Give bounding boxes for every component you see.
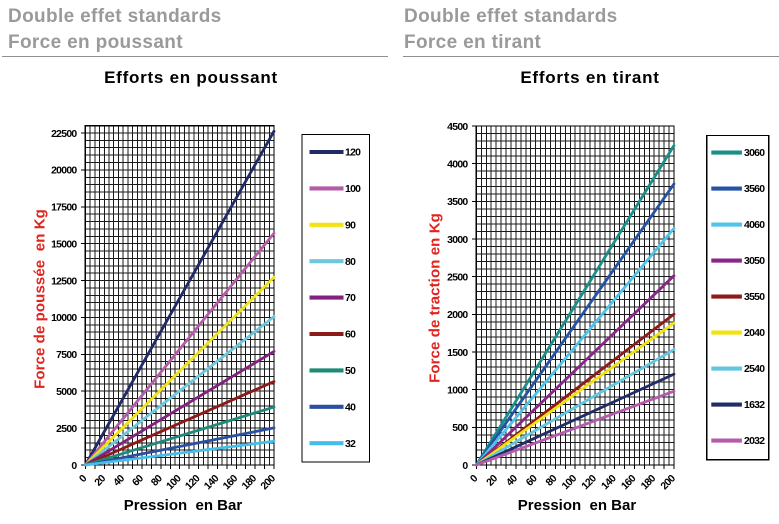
svg-text:4500: 4500 — [447, 122, 468, 133]
svg-text:1000: 1000 — [447, 385, 468, 396]
svg-text:4000: 4000 — [447, 159, 468, 170]
svg-text:2000: 2000 — [447, 310, 468, 321]
svg-text:40: 40 — [345, 402, 356, 413]
svg-text:120: 120 — [184, 473, 203, 492]
svg-text:3060: 3060 — [744, 148, 765, 159]
svg-text:0: 0 — [78, 473, 90, 485]
svg-text:0: 0 — [469, 473, 481, 485]
svg-text:3050: 3050 — [744, 256, 765, 267]
svg-text:80: 80 — [149, 473, 165, 489]
svg-text:40: 40 — [505, 473, 521, 489]
svg-text:140: 140 — [202, 473, 221, 492]
svg-text:80: 80 — [544, 473, 560, 489]
svg-text:500: 500 — [452, 423, 468, 434]
svg-text:50: 50 — [345, 366, 356, 377]
svg-text:2500: 2500 — [447, 272, 468, 283]
svg-text:60: 60 — [524, 473, 540, 489]
svg-text:160: 160 — [221, 473, 240, 492]
svg-text:100: 100 — [560, 473, 579, 492]
svg-text:60: 60 — [345, 330, 356, 341]
svg-text:5000: 5000 — [56, 387, 77, 398]
svg-text:200: 200 — [259, 473, 278, 492]
svg-text:12500: 12500 — [51, 276, 77, 287]
svg-text:3000: 3000 — [447, 235, 468, 246]
svg-text:17500: 17500 — [51, 203, 77, 214]
svg-text:3550: 3550 — [744, 292, 765, 303]
svg-text:2032: 2032 — [744, 436, 765, 447]
svg-text:100: 100 — [345, 184, 361, 195]
svg-text:40: 40 — [112, 473, 128, 489]
svg-text:2500: 2500 — [56, 424, 77, 435]
svg-text:60: 60 — [131, 473, 147, 489]
svg-text:15000: 15000 — [51, 239, 77, 250]
svg-text:10000: 10000 — [51, 313, 77, 324]
svg-text:22500: 22500 — [51, 129, 77, 140]
svg-text:80: 80 — [345, 257, 356, 268]
svg-text:120: 120 — [580, 473, 599, 492]
svg-text:20000: 20000 — [51, 166, 77, 177]
svg-text:180: 180 — [639, 473, 658, 492]
svg-text:3560: 3560 — [744, 184, 765, 195]
svg-text:140: 140 — [600, 473, 619, 492]
svg-text:160: 160 — [620, 473, 639, 492]
svg-text:20: 20 — [93, 473, 109, 489]
svg-text:180: 180 — [240, 473, 259, 492]
svg-text:2540: 2540 — [744, 364, 765, 375]
svg-text:1500: 1500 — [447, 348, 468, 359]
svg-text:3500: 3500 — [447, 197, 468, 208]
svg-text:0: 0 — [462, 461, 468, 472]
svg-text:32: 32 — [345, 439, 356, 450]
svg-text:200: 200 — [659, 473, 678, 492]
svg-text:70: 70 — [345, 293, 356, 304]
svg-text:90: 90 — [345, 220, 356, 231]
svg-text:100: 100 — [165, 473, 184, 492]
svg-text:0: 0 — [71, 461, 77, 472]
svg-text:120: 120 — [345, 148, 361, 159]
svg-text:4060: 4060 — [744, 220, 765, 231]
svg-text:2040: 2040 — [744, 328, 765, 339]
svg-text:20: 20 — [485, 473, 501, 489]
svg-text:1632: 1632 — [744, 400, 765, 411]
svg-text:7500: 7500 — [56, 350, 77, 361]
